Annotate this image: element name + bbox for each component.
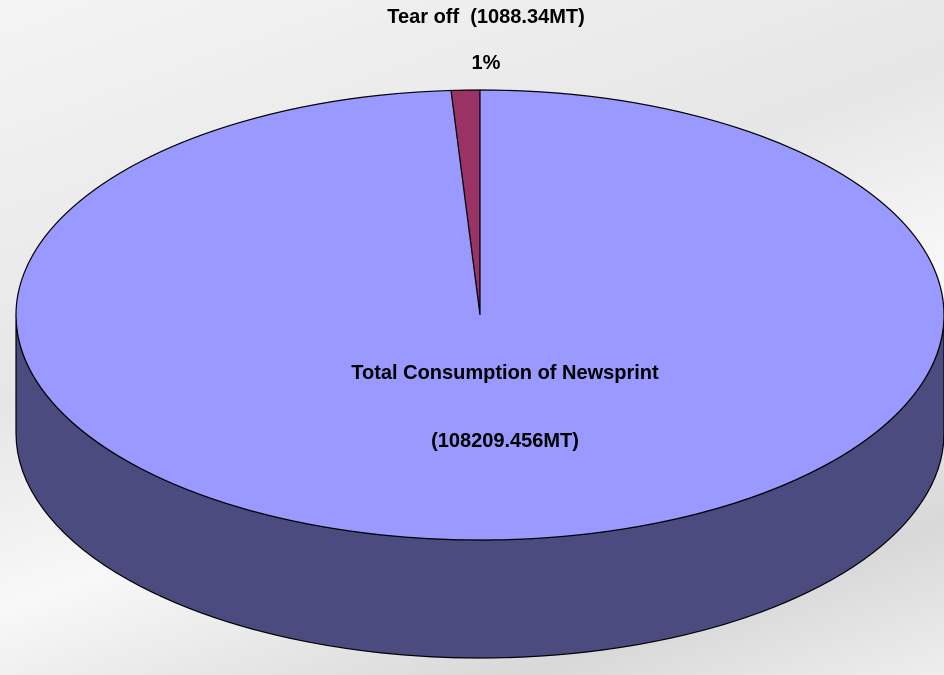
- percent-label: 1%: [471, 52, 501, 74]
- tear-off-label-line: Tear off (1088.34MT): [286, 6, 686, 29]
- value-label: (108209.456MT): [431, 430, 579, 452]
- category-label: Tear off: [387, 6, 460, 28]
- category-label: Total Consumption of Newsprint: [351, 362, 659, 384]
- pie-slice: [15, 89, 944, 541]
- value-label: (1088.34MT): [470, 6, 585, 28]
